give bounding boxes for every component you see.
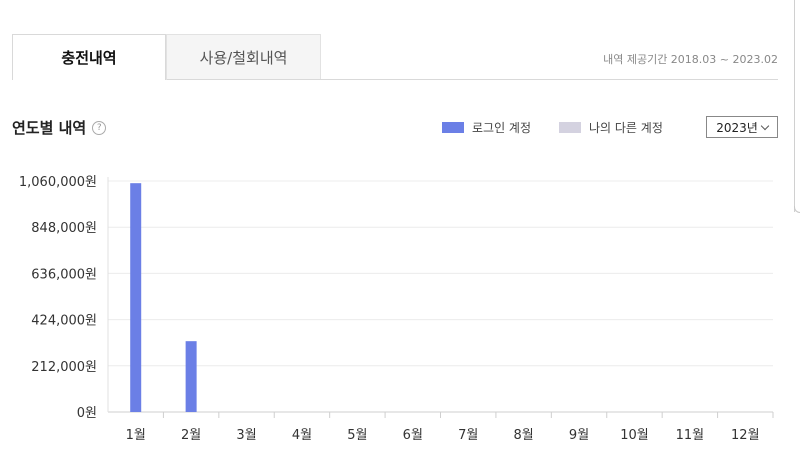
legend-swatch-login (442, 122, 464, 133)
question-circle-icon[interactable]: ? (92, 120, 107, 135)
legend-label-login: 로그인 계정 (472, 121, 532, 135)
x-tick-label: 9월 (569, 428, 589, 443)
y-tick-label: 636,000원 (31, 267, 97, 282)
x-tick-label: 10월 (620, 428, 649, 443)
x-tick-label: 4월 (292, 428, 312, 443)
x-tick-label: 7월 (458, 428, 478, 443)
y-tick-label: 212,000원 (31, 360, 97, 375)
x-tick-label: 1월 (126, 428, 146, 443)
legend-item-other-account: 나의 다른 계정 (559, 119, 663, 136)
scroll-edge-cap (794, 206, 800, 213)
tab-divider (167, 79, 778, 80)
section-header: 연도별 내역 ? (12, 117, 107, 138)
x-tick-label: 6월 (403, 428, 423, 443)
scroll-edge (794, 0, 800, 469)
section-title: 연도별 내역 (12, 119, 87, 137)
x-tick-label: 2월 (181, 428, 201, 443)
x-tick-label: 8월 (514, 428, 534, 443)
tab-charge-history[interactable]: 충전내역 (12, 34, 166, 80)
bar-login-1 (130, 183, 142, 412)
legend-swatch-other (559, 122, 581, 133)
scroll-edge-line (794, 0, 795, 212)
x-tick-label: 12월 (731, 428, 760, 443)
x-tick-label: 5월 (347, 428, 367, 443)
y-tick-label: 424,000원 (31, 314, 97, 329)
tab-usage-withdrawal-history[interactable]: 사용/철회내역 (166, 34, 321, 80)
y-tick-label: 848,000원 (31, 221, 97, 236)
tab-bar: 충전내역 사용/철회내역 (12, 34, 321, 80)
x-tick-label: 11월 (676, 428, 705, 443)
x-tick-label: 3월 (236, 428, 256, 443)
year-select-value: 2023년 (716, 120, 758, 135)
history-period-text: 내역 제공기간 2018.03 ~ 2023.02 (603, 53, 778, 66)
legend-label-other: 나의 다른 계정 (589, 121, 663, 135)
y-tick-label: 1,060,000원 (19, 175, 97, 190)
legend-item-login-account: 로그인 계정 (442, 119, 531, 136)
y-tick-label: 0원 (77, 406, 97, 421)
bar-login-2 (185, 341, 197, 412)
year-select[interactable]: 2023년 (706, 116, 778, 138)
